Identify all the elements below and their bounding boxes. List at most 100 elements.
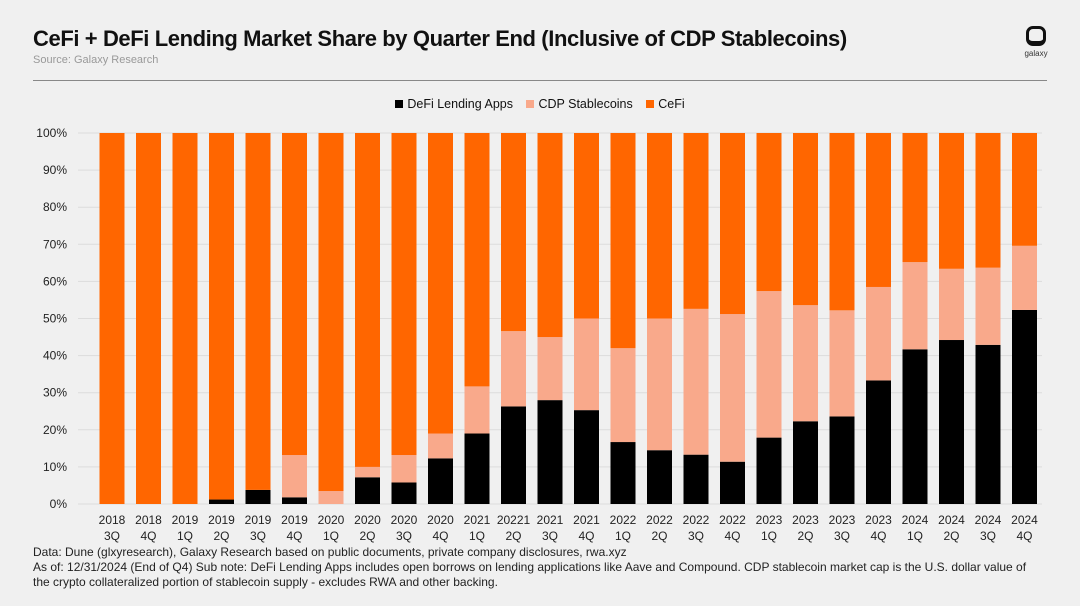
bar-segment-cefi bbox=[99, 133, 125, 504]
x-tick-label-year: 2024 bbox=[975, 513, 1002, 527]
bar-segment-cdp-stablecoins bbox=[756, 291, 782, 438]
chart-footer: Data: Dune (glxyresearch), Galaxy Resear… bbox=[33, 545, 1043, 590]
legend-label-cdp: CDP Stablecoins bbox=[538, 97, 633, 111]
bar-segment-cefi bbox=[975, 133, 1001, 268]
bar-segment-cdp-stablecoins bbox=[866, 286, 891, 381]
legend-swatch-cefi bbox=[646, 100, 655, 108]
bar-segment-defi-lending-apps bbox=[501, 406, 526, 504]
x-tick-label-year: 2019 bbox=[281, 513, 308, 527]
x-tick-label-year: 2024 bbox=[902, 513, 929, 527]
x-tick-label-quarter: 2Q bbox=[651, 529, 667, 543]
bar-segment-cefi bbox=[647, 133, 672, 319]
bar-segment-cdp-stablecoins bbox=[647, 318, 672, 451]
bar-segment-cefi bbox=[318, 133, 344, 492]
bar-segment-cefi bbox=[282, 133, 307, 456]
x-tick-label-quarter: 1Q bbox=[323, 529, 339, 543]
x-tick-label-year: 2020 bbox=[318, 513, 345, 527]
bar-segment-cdp-stablecoins bbox=[1012, 245, 1037, 310]
footer-data-source: Data: Dune (glxyresearch), Galaxy Resear… bbox=[33, 545, 627, 559]
x-tick-label-year: 2019 bbox=[172, 513, 199, 527]
logo-text: galaxy bbox=[1024, 49, 1048, 58]
x-tick-label-year: 2023 bbox=[792, 513, 819, 527]
x-tick-label-year: 2023 bbox=[829, 513, 856, 527]
bar-segment-defi-lending-apps bbox=[975, 344, 1001, 504]
bar-segment-cefi bbox=[1012, 133, 1037, 246]
bar-segment-cefi bbox=[610, 133, 636, 349]
x-tick-label-year: 2021 bbox=[537, 513, 564, 527]
bar-segment-defi-lending-apps bbox=[829, 416, 855, 504]
x-tick-label-quarter: 4Q bbox=[578, 529, 594, 543]
bar-segment-defi-lending-apps bbox=[574, 410, 599, 504]
bar-segment-defi-lending-apps bbox=[282, 497, 307, 504]
x-tick-label-year: 2018 bbox=[99, 513, 126, 527]
bar-segment-cdp-stablecoins bbox=[829, 310, 855, 417]
x-tick-label-year: 2022 bbox=[683, 513, 710, 527]
legend-label-cefi: CeFi bbox=[658, 97, 685, 111]
x-tick-label-quarter: 3Q bbox=[542, 529, 558, 543]
bar-segment-cdp-stablecoins bbox=[939, 268, 964, 341]
bar-segment-cefi bbox=[464, 133, 490, 387]
x-tick-label-quarter: 2Q bbox=[797, 529, 813, 543]
bar-segment-cdp-stablecoins bbox=[574, 318, 599, 411]
y-tick-label: 90% bbox=[43, 163, 67, 177]
x-tick-label-quarter: 1Q bbox=[469, 529, 485, 543]
bar-segment-cdp-stablecoins bbox=[318, 491, 344, 504]
x-tick-label-quarter: 3Q bbox=[250, 529, 266, 543]
bar-segment-cdp-stablecoins bbox=[720, 314, 745, 462]
bar-segment-cefi bbox=[428, 133, 453, 434]
x-tick-label-quarter: 4Q bbox=[432, 529, 448, 543]
bar-segment-defi-lending-apps bbox=[683, 454, 709, 504]
bar-segment-defi-lending-apps bbox=[756, 437, 782, 504]
bar-segment-cefi bbox=[355, 133, 380, 467]
bar-segment-cdp-stablecoins bbox=[610, 348, 636, 443]
header-divider bbox=[33, 80, 1047, 81]
legend-swatch-cdp bbox=[526, 100, 535, 108]
x-tick-label-quarter: 2Q bbox=[943, 529, 959, 543]
x-tick-label-quarter: 4Q bbox=[1016, 529, 1032, 543]
y-tick-label: 80% bbox=[43, 200, 67, 214]
y-tick-label: 60% bbox=[43, 274, 67, 288]
y-tick-label: 100% bbox=[36, 126, 67, 140]
bar-segment-cefi bbox=[720, 133, 745, 315]
bar-segment-defi-lending-apps bbox=[647, 450, 672, 504]
x-tick-label-quarter: 4Q bbox=[140, 529, 156, 543]
x-tick-label-year: 20221 bbox=[497, 513, 531, 527]
x-tick-label-year: 2020 bbox=[427, 513, 454, 527]
bar-segment-cefi bbox=[793, 133, 818, 306]
x-tick-label-year: 2021 bbox=[573, 513, 600, 527]
legend-item-cefi: CeFi bbox=[646, 97, 685, 111]
bar-segment-defi-lending-apps bbox=[793, 421, 818, 504]
x-tick-label-quarter: 2Q bbox=[213, 529, 229, 543]
bar-segment-defi-lending-apps bbox=[1012, 309, 1037, 504]
bar-segment-defi-lending-apps bbox=[939, 340, 964, 504]
bar-segment-cefi bbox=[866, 133, 891, 287]
x-tick-label-quarter: 3Q bbox=[104, 529, 120, 543]
x-tick-label-quarter: 4Q bbox=[870, 529, 886, 543]
bar-segment-cdp-stablecoins bbox=[975, 267, 1001, 345]
x-tick-label-year: 2023 bbox=[865, 513, 892, 527]
footer-note: As of: 12/31/2024 (End of Q4) Sub note: … bbox=[33, 560, 1027, 589]
y-tick-label: 0% bbox=[50, 497, 68, 511]
x-tick-label-quarter: 3Q bbox=[688, 529, 704, 543]
bar-segment-cdp-stablecoins bbox=[793, 305, 818, 422]
x-tick-label-quarter: 1Q bbox=[615, 529, 631, 543]
bar-segment-cdp-stablecoins bbox=[501, 331, 526, 407]
bar-segment-cefi bbox=[756, 133, 782, 292]
bar-segment-cefi bbox=[537, 133, 563, 338]
chart-source: Source: Galaxy Research bbox=[33, 54, 159, 66]
x-tick-label-quarter: 3Q bbox=[396, 529, 412, 543]
x-tick-label-year: 2022 bbox=[719, 513, 746, 527]
bar-segment-defi-lending-apps bbox=[720, 461, 745, 504]
bar-segment-cdp-stablecoins bbox=[391, 455, 417, 483]
x-tick-label-year: 2020 bbox=[391, 513, 418, 527]
x-tick-label-quarter: 4Q bbox=[724, 529, 740, 543]
bar-segment-defi-lending-apps bbox=[355, 477, 380, 504]
legend-item-defi: DeFi Lending Apps bbox=[395, 97, 513, 111]
x-tick-label-year: 2022 bbox=[610, 513, 637, 527]
x-tick-label-quarter: 2Q bbox=[359, 529, 375, 543]
y-tick-label: 30% bbox=[43, 386, 67, 400]
x-tick-label-quarter: 2Q bbox=[505, 529, 521, 543]
bar-segment-defi-lending-apps bbox=[391, 482, 417, 504]
bar-segment-defi-lending-apps bbox=[537, 400, 563, 504]
